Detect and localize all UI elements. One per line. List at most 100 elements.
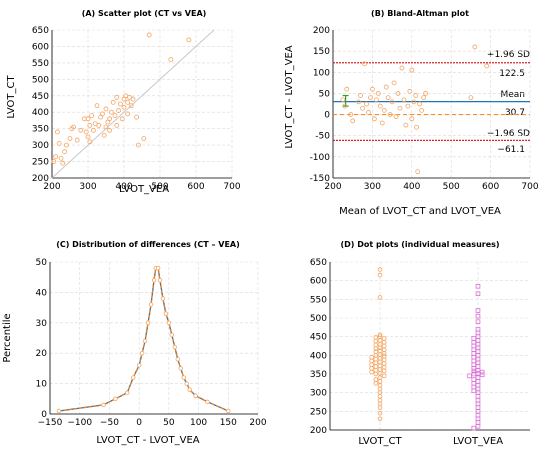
dot-vea [471,368,477,374]
panel-d-ytick-label: 250 [310,407,327,417]
panel-a-ytick-label: 600 [32,42,49,52]
dot-ct [377,272,383,278]
dot-vea [471,384,477,390]
scatter-point [373,97,379,103]
scatter-point [112,113,118,118]
panel-d-ytick-label: 600 [310,277,327,287]
scatter-point [114,95,120,100]
dot-ct [377,416,383,422]
dot-ct [381,347,387,353]
dot-vea [471,381,477,386]
distribution-point [145,320,151,325]
panel-d-ytick-label: 550 [310,295,327,305]
dot-ct [373,346,379,351]
scatter-point [141,136,147,141]
lower-loa-label: −1.96 SD [487,129,530,139]
scatter-point [423,91,428,96]
scatter-point [134,114,140,120]
scatter-point [128,103,134,109]
scatter-point [366,110,371,115]
scatter-point [375,91,381,96]
distribution-point [139,351,145,356]
panel-d-ytick-label: 500 [310,314,327,324]
dot-ct [373,360,379,366]
lower-loa-value: −61.1 [497,145,525,155]
scatter-point [409,67,415,73]
scatter-point [56,141,62,146]
panel-a-xtick-label: 600 [187,182,204,192]
distribution-point [148,302,154,307]
scatter-point [121,104,127,110]
dot-vea [471,354,477,360]
scatter-point [381,107,387,113]
scatter-point [67,136,73,141]
panel-c-ytick-label: 50 [36,258,48,268]
scatter-point [100,111,105,117]
scatter-point [358,93,363,98]
dot-ct [373,367,379,373]
scatter-point [103,106,109,112]
dot-ct [381,368,387,374]
scatter-point [395,91,401,96]
distribution-point [205,399,210,405]
panel-c-xtick-label: 150 [220,418,237,428]
scatter-point [91,127,96,133]
panel-b-xtick-label: 300 [364,182,381,192]
panel-a-ytick-label: 350 [32,125,49,135]
dot-ct [377,332,383,338]
distribution-point [151,278,157,283]
dot-ct [369,354,374,360]
dot-vea [471,425,477,431]
panel-a-scatter: (A) Scatter plot (CT vs VEA) LVOT_VEA LV… [6,9,241,195]
dot-ct [369,366,374,371]
upper-loa-label: +1.96 SD [487,50,530,60]
panel-b-ytick-label: 50 [319,89,331,99]
scatter-point [85,134,91,140]
scatter-point [60,160,66,166]
dot-ct [373,364,379,369]
dot-ct [381,364,387,370]
dot-ct [381,351,387,356]
panel-c-xtick-label: −100 [67,418,92,428]
dot-ct [381,336,387,341]
panel-c-ytick-label: 20 [36,349,48,359]
dot-ct [377,410,383,416]
scatter-point [74,137,80,143]
panel-c-xtick-label: 100 [190,418,207,428]
scatter-point [130,96,136,102]
dot-vea [479,369,485,375]
panel-c-xtick-label: −50 [100,418,119,428]
scatter-point [101,132,107,138]
distribution-point [178,366,183,371]
scatter-point [405,103,411,109]
panel-b-xtick-label: 700 [521,182,538,192]
scatter-point [409,116,415,122]
upper-loa-value: 122.5 [499,69,525,79]
distribution-point [166,320,172,325]
scatter-point [360,105,365,111]
dot-ct [373,371,379,377]
dot-vea [475,423,481,429]
panel-b-ytick-label: 0 [324,111,330,121]
panel-b-xtick-label: 200 [324,182,341,192]
dot-vea [471,358,477,364]
dot-vea [475,283,481,289]
scatter-point [421,95,427,101]
panel-a-ytick-label: 650 [32,26,49,36]
scatter-point [362,61,367,67]
distribution-point [193,393,198,398]
dot-ct [373,356,379,362]
dot-ct [373,338,379,344]
panel-d-dot-plots: (D) Dot plots (individual measures) 200 2… [310,240,530,447]
panel-c-ytick-label: 30 [36,319,48,329]
panel-a-ytick-label: 450 [32,92,49,102]
dot-ct [381,343,387,349]
distribution-point [226,408,231,414]
panel-c-xtick-label: 200 [249,418,266,428]
dot-ct [377,267,383,272]
dot-ct [373,342,379,348]
dot-ct [369,362,374,367]
panel-d-ytick-label: 650 [310,258,327,268]
scatter-point [364,101,369,107]
dot-vea [475,313,481,319]
